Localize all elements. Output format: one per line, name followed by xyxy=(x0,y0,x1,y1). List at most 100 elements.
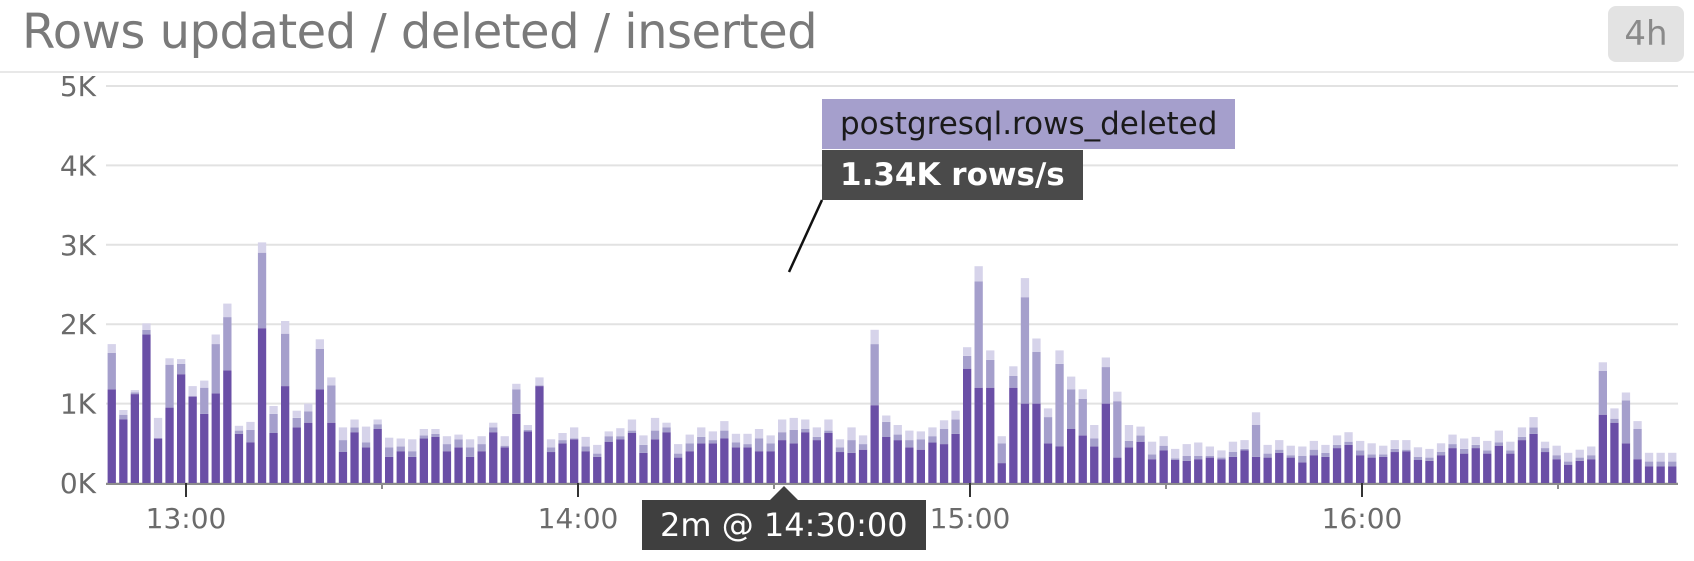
bar-segment[interactable] xyxy=(1390,448,1399,453)
bar-segment[interactable] xyxy=(142,334,151,484)
bar-segment[interactable] xyxy=(720,430,729,439)
bar-segment[interactable] xyxy=(223,317,232,371)
bar-segment[interactable] xyxy=(974,281,983,388)
bar-segment[interactable] xyxy=(1090,438,1099,447)
bar-segment[interactable] xyxy=(211,334,220,345)
bar-segment[interactable] xyxy=(1587,459,1596,483)
bar-segment[interactable] xyxy=(523,425,532,430)
bar-segment[interactable] xyxy=(1564,452,1573,462)
bar-segment[interactable] xyxy=(465,439,475,448)
bar-segment[interactable] xyxy=(188,386,197,397)
bar-segment[interactable] xyxy=(396,451,405,483)
bar-segment[interactable] xyxy=(130,390,139,393)
bar-segment[interactable] xyxy=(419,429,428,436)
bar-segment[interactable] xyxy=(1251,456,1261,483)
bar-segment[interactable] xyxy=(338,452,348,483)
bar-segment[interactable] xyxy=(558,433,567,441)
bar-segment[interactable] xyxy=(1448,434,1457,445)
bar-segment[interactable] xyxy=(281,321,290,334)
bar-segment[interactable] xyxy=(1494,442,1503,446)
bar-segment[interactable] xyxy=(928,436,937,443)
bar-segment[interactable] xyxy=(674,457,683,483)
bar-segment[interactable] xyxy=(1483,453,1492,483)
bar-segment[interactable] xyxy=(1517,440,1527,483)
bar-segment[interactable] xyxy=(1575,449,1584,458)
bar-segment[interactable] xyxy=(223,303,232,318)
bar-segment[interactable] xyxy=(338,440,348,452)
bar-segment[interactable] xyxy=(939,444,949,483)
bar-segment[interactable] xyxy=(882,421,891,437)
bar-segment[interactable] xyxy=(177,374,186,483)
bar-segment[interactable] xyxy=(905,440,914,448)
bar-segment[interactable] xyxy=(1078,389,1087,399)
bar-segment[interactable] xyxy=(754,438,764,452)
bar-segment[interactable] xyxy=(1124,447,1134,483)
bar-segment[interactable] xyxy=(500,445,509,448)
bar-segment[interactable] xyxy=(1425,457,1434,461)
bar-segment[interactable] xyxy=(1540,452,1550,483)
bar-segment[interactable] xyxy=(1032,403,1041,483)
bar-segment[interactable] xyxy=(847,452,856,483)
bar-segment[interactable] xyxy=(627,430,637,433)
bar-segment[interactable] xyxy=(535,385,544,387)
bar-segment[interactable] xyxy=(812,440,821,483)
bar-segment[interactable] xyxy=(1205,446,1214,457)
bar-segment[interactable] xyxy=(1032,338,1041,353)
bar-segment[interactable] xyxy=(1263,457,1272,483)
bar-segment[interactable] xyxy=(1413,447,1423,457)
bar-segment[interactable] xyxy=(1113,391,1122,402)
bar-segment[interactable] xyxy=(662,432,671,483)
bar-segment[interactable] xyxy=(1067,389,1076,429)
bar-segment[interactable] xyxy=(1564,464,1573,483)
bar-segment[interactable] xyxy=(1413,456,1423,460)
bar-segment[interactable] xyxy=(523,431,532,483)
bar-segment[interactable] xyxy=(1078,435,1087,483)
bar-segment[interactable] xyxy=(1275,440,1284,450)
bar-segment[interactable] xyxy=(1020,297,1030,404)
bar-segment[interactable] xyxy=(639,435,648,445)
bar-segment[interactable] xyxy=(847,427,856,441)
bar-segment[interactable] xyxy=(986,387,995,483)
bar-segment[interactable] xyxy=(1356,450,1365,456)
bar-segment[interactable] xyxy=(1413,460,1423,483)
bar-segment[interactable] xyxy=(916,449,925,483)
bar-segment[interactable] xyxy=(835,439,845,448)
bar-segment[interactable] xyxy=(1344,441,1353,445)
bar-segment[interactable] xyxy=(939,420,949,429)
bar-segment[interactable] xyxy=(1309,440,1318,450)
bar-segment[interactable] xyxy=(1298,456,1307,463)
bar-segment[interactable] xyxy=(130,394,139,483)
bar-segment[interactable] xyxy=(489,422,498,428)
bar-segment[interactable] xyxy=(974,387,983,483)
bar-segment[interactable] xyxy=(778,440,787,483)
bar-segment[interactable] xyxy=(1575,460,1584,483)
bar-segment[interactable] xyxy=(419,435,428,439)
bar-segment[interactable] xyxy=(824,433,833,483)
bar-segment[interactable] xyxy=(234,425,244,431)
bar-segment[interactable] xyxy=(1367,443,1376,455)
bar-segment[interactable] xyxy=(1332,435,1342,445)
bar-segment[interactable] xyxy=(1240,440,1249,449)
bar-segment[interactable] xyxy=(1517,427,1527,437)
bar-segment[interactable] xyxy=(338,427,348,441)
bar-segment[interactable] xyxy=(639,444,648,453)
bar-segment[interactable] xyxy=(1610,418,1619,423)
bar-segment[interactable] xyxy=(1402,449,1411,452)
bar-segment[interactable] xyxy=(1171,460,1180,483)
bar-segment[interactable] xyxy=(997,463,1006,483)
bar-segment[interactable] xyxy=(350,432,359,483)
bar-segment[interactable] xyxy=(1043,408,1053,418)
bar-segment[interactable] xyxy=(119,419,128,484)
bar-series[interactable] xyxy=(107,242,1677,484)
bar-segment[interactable] xyxy=(1147,459,1157,483)
bar-segment[interactable] xyxy=(593,444,602,454)
bar-segment[interactable] xyxy=(211,344,220,394)
bar-segment[interactable] xyxy=(1610,408,1619,419)
bar-segment[interactable] xyxy=(1101,357,1110,368)
bar-segment[interactable] xyxy=(1043,443,1053,483)
bar-segment[interactable] xyxy=(801,432,810,483)
bar-segment[interactable] xyxy=(1668,452,1677,462)
bar-segment[interactable] xyxy=(778,432,787,441)
timeframe-badge[interactable]: 4h xyxy=(1608,6,1684,62)
